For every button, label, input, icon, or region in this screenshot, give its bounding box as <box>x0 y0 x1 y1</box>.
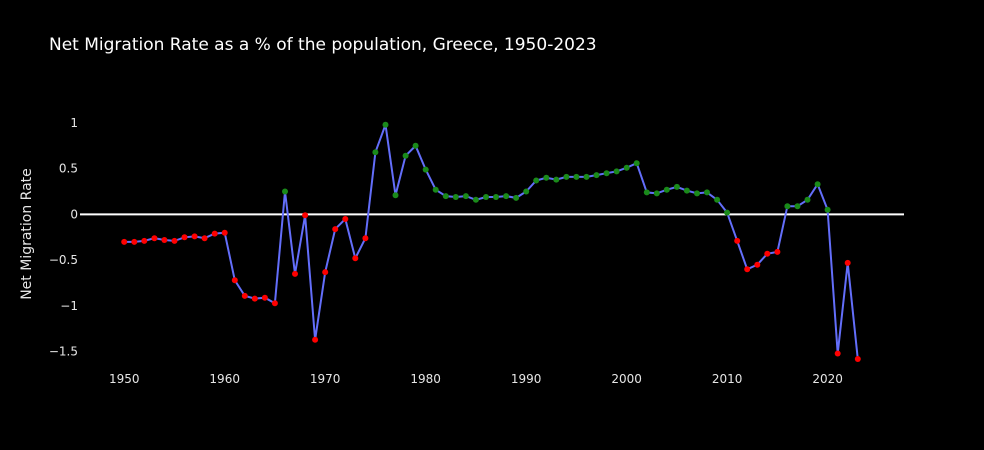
data-point[interactable] <box>452 194 459 200</box>
data-point[interactable] <box>633 160 640 167</box>
data-point[interactable] <box>533 177 540 184</box>
data-point[interactable] <box>804 196 811 203</box>
data-point[interactable] <box>814 181 821 188</box>
data-point[interactable] <box>342 216 349 222</box>
data-point[interactable] <box>623 164 630 171</box>
data-point[interactable] <box>543 174 550 181</box>
x-tick-label: 2010 <box>712 372 743 386</box>
data-point[interactable] <box>302 212 309 219</box>
data-point[interactable] <box>201 235 208 242</box>
data-point[interactable] <box>824 206 831 213</box>
data-point[interactable] <box>734 237 741 244</box>
y-tick-label: −1.5 <box>49 345 78 359</box>
data-point[interactable] <box>141 237 148 244</box>
y-axis-label: Net Migration Rate <box>19 168 35 300</box>
x-tick-label: 2020 <box>812 372 843 386</box>
x-tick-labels: 1950 1960 1970 1980 1990 2000 2010 2020 <box>109 372 843 386</box>
data-point[interactable] <box>261 294 268 301</box>
data-point[interactable] <box>412 142 419 149</box>
data-point[interactable] <box>442 193 449 200</box>
data-point[interactable] <box>673 183 680 190</box>
data-point[interactable] <box>714 196 721 203</box>
data-point[interactable] <box>472 196 479 203</box>
data-point[interactable] <box>191 233 198 240</box>
data-point[interactable] <box>231 277 238 284</box>
data-point[interactable] <box>683 187 690 194</box>
data-point[interactable] <box>483 194 489 200</box>
data-point[interactable] <box>251 295 258 302</box>
data-point[interactable] <box>493 194 499 200</box>
data-point[interactable] <box>322 269 329 276</box>
data-point[interactable] <box>402 152 409 159</box>
data-point[interactable] <box>754 261 761 268</box>
data-point[interactable] <box>432 186 439 193</box>
data-point[interactable] <box>161 237 168 243</box>
chart-title: Net Migration Rate as a % of the populat… <box>49 35 597 55</box>
data-point[interactable] <box>352 255 359 262</box>
data-point[interactable] <box>382 121 389 128</box>
x-tick-label: 1950 <box>109 372 140 386</box>
data-point[interactable] <box>653 190 660 197</box>
data-point[interactable] <box>724 209 731 216</box>
y-tick-label: −0.5 <box>49 253 78 267</box>
data-point[interactable] <box>854 356 861 362</box>
x-tick-label: 1980 <box>410 372 441 386</box>
data-point[interactable] <box>271 300 278 307</box>
data-point[interactable] <box>603 170 610 177</box>
data-point[interactable] <box>583 173 590 180</box>
data-point[interactable] <box>372 149 379 156</box>
data-point[interactable] <box>503 193 510 200</box>
data-point[interactable] <box>834 350 841 357</box>
y-tick-label: 0 <box>70 207 78 221</box>
data-point[interactable] <box>613 168 620 175</box>
data-point[interactable] <box>774 248 781 255</box>
data-point[interactable] <box>121 238 128 245</box>
data-point[interactable] <box>563 173 570 180</box>
data-point[interactable] <box>282 188 288 195</box>
data-point[interactable] <box>844 259 851 266</box>
data-point[interactable] <box>784 203 791 210</box>
data-point[interactable] <box>663 186 670 193</box>
data-point[interactable] <box>704 189 710 196</box>
data-point[interactable] <box>523 188 530 195</box>
data-point[interactable] <box>694 190 700 197</box>
y-tick-label: −1 <box>60 299 78 313</box>
data-point[interactable] <box>221 229 228 236</box>
x-tick-label: 2000 <box>611 372 642 386</box>
data-point[interactable] <box>744 266 751 273</box>
y-tick-label: 0.5 <box>59 162 78 176</box>
data-point[interactable] <box>643 189 650 196</box>
data-point[interactable] <box>513 194 520 201</box>
data-point[interactable] <box>392 192 399 199</box>
data-point[interactable] <box>241 292 248 299</box>
x-tick-label: 1990 <box>511 372 542 386</box>
x-tick-label: 1960 <box>209 372 240 386</box>
data-point[interactable] <box>362 235 369 242</box>
data-point[interactable] <box>171 237 178 244</box>
data-point[interactable] <box>462 193 469 200</box>
data-point[interactable] <box>131 238 138 245</box>
data-point[interactable] <box>794 203 801 210</box>
data-point[interactable] <box>764 250 771 257</box>
y-tick-labels: 1 0.5 0 −0.5 −1 −1.5 <box>49 116 78 359</box>
data-point[interactable] <box>181 234 188 241</box>
x-tick-label: 1970 <box>310 372 341 386</box>
data-point[interactable] <box>593 172 600 179</box>
data-point[interactable] <box>573 173 580 180</box>
data-point[interactable] <box>312 336 319 343</box>
data-point[interactable] <box>332 226 339 233</box>
data-point[interactable] <box>553 176 560 183</box>
data-point[interactable] <box>211 230 218 237</box>
data-point[interactable] <box>292 270 298 277</box>
data-points <box>121 121 861 362</box>
data-point[interactable] <box>422 166 429 173</box>
y-tick-label: 1 <box>70 116 78 130</box>
data-point[interactable] <box>151 235 158 242</box>
